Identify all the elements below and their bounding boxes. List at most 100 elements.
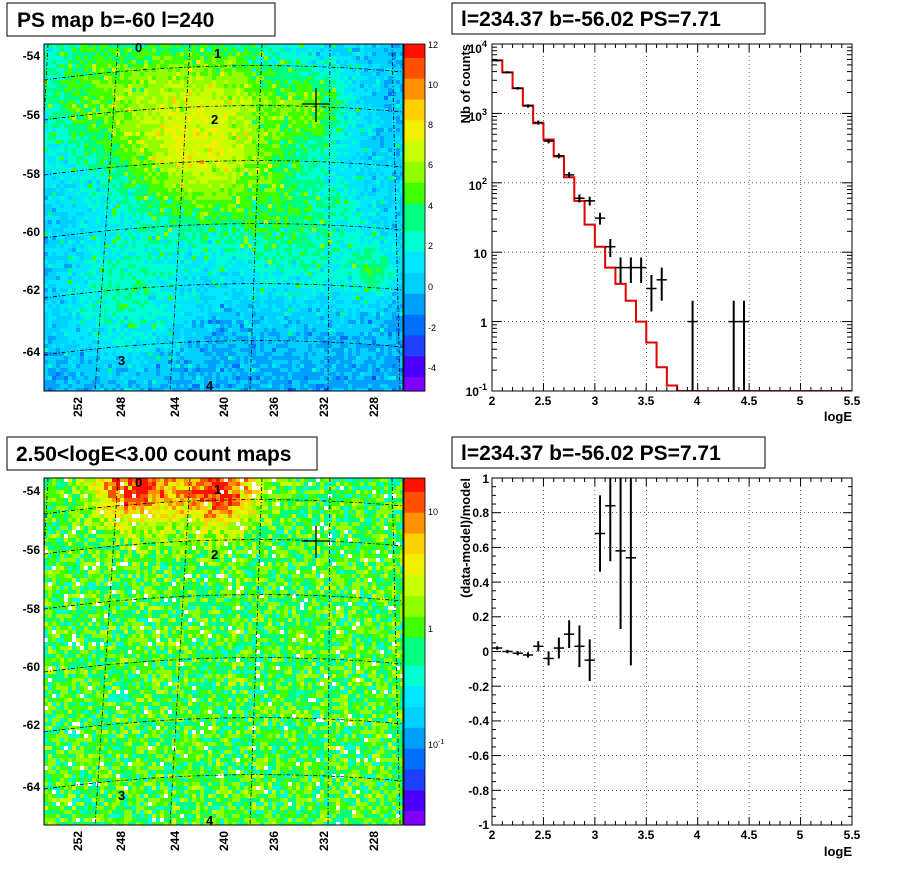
spectrum-x-tick: 4.5 (741, 394, 758, 408)
residuals-y-tick: 0.8 (472, 506, 489, 520)
ps-map-colorbar-ticks: 12 10 8 6 4 2 0 -2 -4 (428, 40, 438, 373)
residuals-title: l=234.37 b=-56.02 PS=7.71 (461, 442, 721, 465)
residuals-y-tick: 0.6 (472, 541, 489, 555)
count-map-title: 2.50<logE<3.00 count maps (16, 443, 291, 466)
ps-map-x-tick: 252 (71, 397, 85, 417)
ps-map-x-tick: 236 (267, 397, 281, 417)
spectrum-data-point (564, 172, 575, 178)
count-map-x-tick: 248 (114, 831, 128, 851)
spectrum-data-point (492, 59, 503, 62)
count-map-y-tick: -60 (23, 660, 41, 674)
spectrum-x-tick: 2 (489, 394, 496, 408)
residuals-y-label: (data-model)/model (458, 478, 473, 598)
ps-map-x-tick: 248 (114, 397, 128, 417)
residuals-y-tick: 0 (482, 645, 489, 659)
residuals-x-tick: 3 (592, 828, 599, 842)
ps-map-title-box (6, 2, 276, 37)
spectrum-data-point (636, 257, 647, 283)
count-map-y-tick: -54 (23, 484, 41, 498)
ps-map-marker (302, 88, 330, 122)
count-map-colorbar (403, 477, 426, 826)
spectrum-y-tick: 1 (480, 316, 487, 330)
count-map-x-tick: 232 (317, 831, 331, 851)
residuals-data-point (594, 495, 606, 572)
residuals-y-ticks: -1 -0.8 -0.6 -0.4 -0.2 0 0.2 0.4 0.6 0.8… (468, 472, 489, 832)
ps-map-colorbar-tick: 8 (428, 120, 433, 130)
residuals-data-point (574, 625, 585, 668)
ps-map-y-tick: -62 (23, 283, 41, 297)
count-map-source-label: 4 (206, 813, 214, 828)
residuals-title-box (451, 436, 766, 469)
ps-map-colorbar-tick: 12 (428, 40, 438, 50)
count-map-source-label: 3 (118, 788, 125, 803)
ps-map-colorbar-tick: 2 (428, 241, 433, 251)
spectrum-x-tick: 3.5 (638, 394, 655, 408)
spectrum-data-point (625, 257, 636, 283)
spectrum-x-tick: 4 (694, 394, 701, 408)
count-map-x-tick: 236 (267, 831, 281, 851)
residuals-x-tick: 5 (797, 828, 804, 842)
count-map-frame (43, 477, 404, 826)
residuals-data-point (512, 651, 523, 656)
ps-map-x-tick: 244 (168, 397, 182, 417)
ps-map-grid (44, 44, 403, 391)
residuals-x-tick: 2.5 (535, 828, 552, 842)
ps-map-colorbar-tick: 4 (428, 201, 433, 211)
residuals-y-tick: -1 (478, 818, 489, 832)
ps-map-source-label: 1 (214, 46, 221, 61)
residuals-y-tick: 0.2 (472, 610, 489, 624)
spectrum-y-label: Nb of counts (458, 44, 473, 123)
residuals-y-tick: -0.2 (468, 680, 489, 694)
count-map-x-tick: 240 (217, 831, 231, 851)
ps-map-title: PS map b=-60 l=240 (17, 9, 214, 32)
spectrum-data-point (615, 257, 626, 283)
ps-map-panel: 0 1 2 3 4 -54 -56 -58 -60 -62 -64 252 24… (6, 2, 438, 417)
residuals-data-point (615, 478, 626, 629)
ps-map-source-label: 0 (135, 40, 142, 55)
count-map-colorbar-ticks: 10 1 10-1 (428, 507, 444, 750)
ps-map-y-ticks: -54 -56 -58 -60 -62 -64 (23, 49, 41, 359)
residuals-x-tick: 4.5 (741, 828, 758, 842)
spectrum-data-point (584, 196, 595, 206)
residuals-x-tick: 2 (489, 828, 496, 842)
spectrum-x-ticks: 2 2.5 3 3.5 4 4.5 5 5.5 (489, 394, 861, 408)
residuals-x-label: logE (824, 844, 852, 859)
residuals-y-tick: -0.4 (468, 714, 489, 728)
count-map-grid (44, 478, 403, 825)
residuals-y-tick: -0.8 (468, 784, 489, 798)
spectrum-data-point (594, 212, 606, 225)
ps-map-x-ticks: 252 248 244 240 236 232 228 (71, 397, 381, 417)
spectrum-y-tick: 102 (469, 176, 487, 193)
count-map-y-tick: -56 (23, 543, 41, 557)
residuals-x-tick: 3.5 (638, 828, 655, 842)
ps-map-frame (43, 43, 404, 392)
spectrum-data-point (574, 194, 585, 203)
spectrum-title-box (451, 2, 766, 35)
residuals-data-point (553, 637, 564, 659)
ps-map-y-tick: -54 (23, 49, 41, 63)
count-map-x-tick: 244 (168, 831, 182, 851)
residuals-y-tick: 0.4 (472, 576, 489, 590)
residuals-tick-marks (491, 477, 853, 826)
residuals-data-point (584, 639, 595, 681)
ps-map-x-tick: 240 (217, 397, 231, 417)
spectrum-x-label: logE (824, 409, 852, 424)
residuals-grid (492, 478, 852, 825)
residuals-x-ticks: 2 2.5 3 3.5 4 4.5 5 5.5 (489, 828, 861, 842)
count-map-source-label: 1 (214, 482, 221, 497)
spectrum-y-tick: 10-1 (466, 382, 487, 399)
ps-map-y-tick: -60 (23, 225, 41, 239)
count-map-y-ticks: -54 -56 -58 -60 -62 -64 (23, 484, 41, 794)
residuals-data-point (564, 620, 575, 649)
count-map-colorbar-tick: 1 (428, 624, 433, 634)
count-map-pixels (44, 478, 403, 825)
count-map-heatmap (44, 478, 403, 825)
count-map-y-tick: -58 (23, 602, 41, 616)
spectrum-x-tick: 5 (797, 394, 804, 408)
count-map-x-tick: 228 (367, 831, 381, 851)
spectrum-data-point (738, 300, 750, 391)
spectrum-data-point (543, 138, 554, 144)
residuals-data-point (522, 652, 534, 658)
spectrum-x-tick: 3 (592, 394, 599, 408)
ps-map-heatmap (44, 44, 403, 391)
